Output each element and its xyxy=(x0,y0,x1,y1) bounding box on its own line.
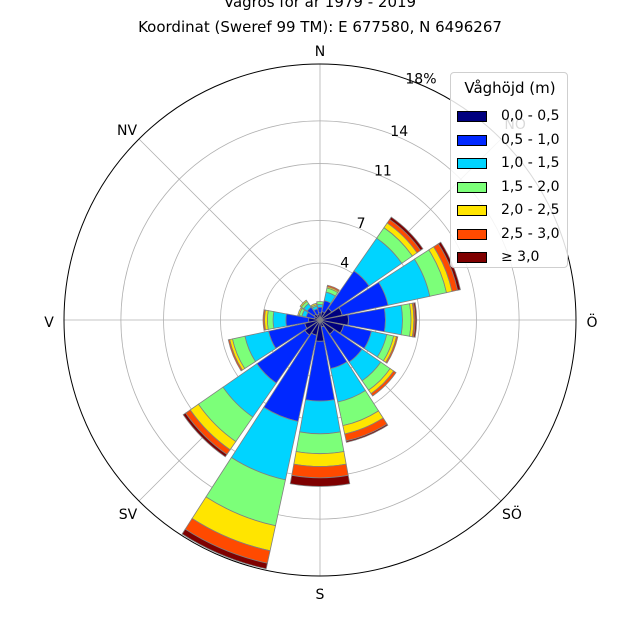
legend-label: 1,5 - 2,0 xyxy=(501,178,560,195)
radial-tick-label: 4 xyxy=(340,255,349,271)
legend-label: 2,5 - 3,0 xyxy=(501,225,560,242)
legend-label: ≥ 3,0 xyxy=(501,249,540,265)
rose-bar-segment xyxy=(316,301,324,306)
direction-label: SÖ xyxy=(502,505,522,523)
rose-bar-segment xyxy=(370,370,397,397)
rose-bar-segment xyxy=(293,451,347,467)
legend-swatch xyxy=(457,252,487,263)
rose-bar-segment xyxy=(262,309,266,331)
rose-bar-segment xyxy=(295,431,345,455)
rose-bar-segment xyxy=(227,339,243,372)
ring-gridline xyxy=(120,120,520,520)
legend-entry: 0,0 - 0,5 xyxy=(457,106,567,126)
legend-entry: 1,5 - 2,0 xyxy=(457,177,567,197)
rose-bars xyxy=(181,216,461,570)
rose-bar-segment xyxy=(400,303,412,337)
direction-label: N xyxy=(315,44,325,60)
direction-label: NV xyxy=(117,123,137,139)
legend-swatch xyxy=(457,158,487,169)
rose-bar-segment xyxy=(299,299,308,308)
outer-ring xyxy=(63,63,577,577)
legend-entry: 2,5 - 3,0 xyxy=(457,224,567,244)
direction-label: S xyxy=(316,587,325,603)
legend-label: 0,0 - 0,5 xyxy=(501,108,560,124)
legend-swatch xyxy=(457,181,487,193)
chart-subtitle: Koordinat (Sweref 99 TM): E 677580, N 64… xyxy=(138,18,502,36)
rose-bar-segment xyxy=(289,474,351,487)
rose-bar-segment xyxy=(385,336,399,364)
legend-label: 0,5 - 1,0 xyxy=(501,131,560,148)
rose-bar-segment xyxy=(345,423,389,443)
rose-bar-segment xyxy=(266,310,275,330)
legend-title: Våghöjd (m) xyxy=(464,79,556,97)
radial-gridline xyxy=(138,138,321,321)
legend-entry: 2,0 - 2,5 xyxy=(457,200,567,220)
rose-bar-segment xyxy=(413,302,418,338)
legend-swatch xyxy=(457,228,487,240)
direction-label: Ö xyxy=(586,313,597,331)
rose-bar-segment xyxy=(437,241,461,291)
radial-tick-label: 18% xyxy=(405,71,436,87)
rose-bar-segment xyxy=(182,412,228,458)
legend-swatch xyxy=(457,205,487,216)
legend-entry: 0,5 - 1,0 xyxy=(457,130,567,150)
rose-bar-segment xyxy=(326,284,340,292)
legend-entry: 1,0 - 1,5 xyxy=(457,153,567,173)
rose-bar-segment xyxy=(383,304,403,336)
rose-bar-segment xyxy=(389,216,424,251)
direction-label: V xyxy=(44,315,54,331)
chart-title: Vågros för år 1979 - 2019 xyxy=(223,0,417,11)
legend-swatch xyxy=(457,111,487,122)
rose-bar-segment xyxy=(291,463,349,479)
legend-entry: ≥ 3,0 xyxy=(457,247,567,267)
direction-label: SV xyxy=(119,507,138,523)
radial-tick-label: 14 xyxy=(390,124,408,140)
legend-label: 2,0 - 2,5 xyxy=(501,202,560,218)
rose-bar-segment xyxy=(299,399,341,435)
rose-bar-segment xyxy=(272,311,287,329)
radial-tick-label: 7 xyxy=(357,216,366,232)
radial-tick-label: 11 xyxy=(374,163,392,179)
rose-bar-segment xyxy=(310,302,318,308)
rose-bar-segment xyxy=(181,528,268,570)
legend: Våghöjd (m) 0,0 - 0,5 0,5 - 1,0 1,0 - 1,5 1… xyxy=(450,72,568,268)
legend-swatch xyxy=(457,134,487,146)
rose-bar-segment xyxy=(297,307,303,316)
legend-label: 1,0 - 1,5 xyxy=(501,155,560,171)
